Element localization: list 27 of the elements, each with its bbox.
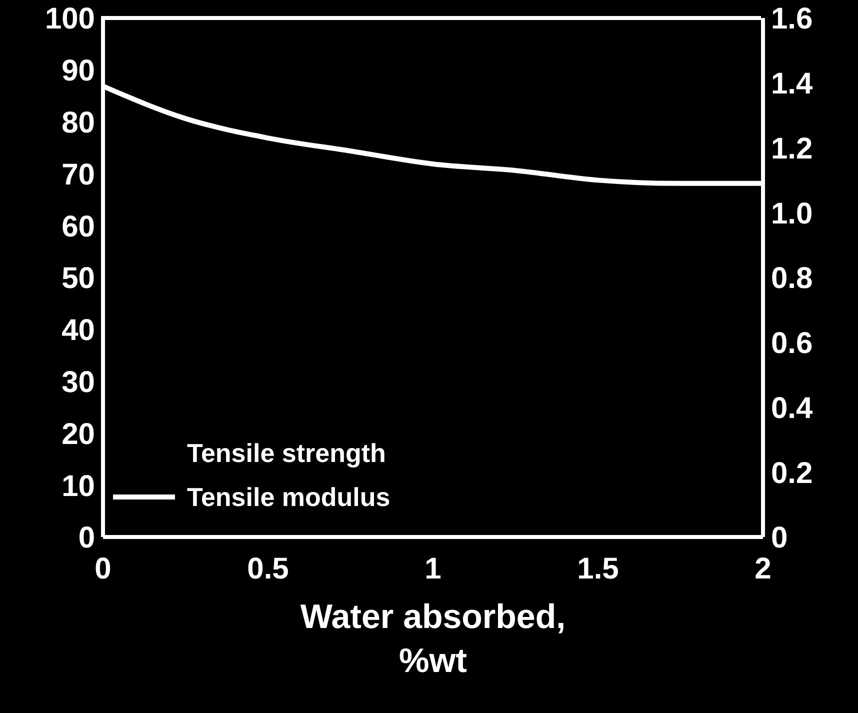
y2-tick-label: 1.2	[771, 132, 813, 166]
legend-label: Tensile modulus	[187, 482, 390, 512]
y2-tick-label: 0.6	[771, 327, 813, 360]
y2-tick-label: 1.0	[771, 197, 813, 230]
y-tick-label: 20	[62, 418, 95, 451]
y-tick-label: 50	[62, 262, 95, 296]
x-axis-title: Water absorbed, %wt	[299, 597, 567, 682]
y2-tick-label: 0	[771, 522, 788, 555]
y-tick-label: 90	[62, 54, 95, 88]
y-tick-label: 0	[78, 522, 95, 555]
y2-tick-label: 1.4	[771, 68, 814, 101]
x-tick-label: 1.5	[577, 552, 619, 586]
y2-tick-label: 0.8	[771, 262, 813, 296]
y-tick-label: 40	[62, 314, 95, 348]
y2-tick-label: 0.2	[771, 456, 813, 490]
y-tick-label: 10	[62, 470, 95, 503]
y2-tick-label: 0.4	[771, 392, 814, 425]
y-tick-label: 100	[44, 2, 95, 36]
y-tick-label: 70	[62, 158, 95, 192]
y-tick-label: 60	[62, 210, 95, 244]
y-tick-label: 30	[62, 366, 95, 399]
x-tick-label: 1	[424, 552, 442, 586]
y-tick-label: 80	[62, 106, 95, 140]
x-tick-label: 0.5	[247, 552, 289, 586]
y2-tick-label: 1.6	[771, 2, 813, 36]
text: Tensile strength	[187, 438, 386, 468]
x-tick-label: 2	[754, 552, 772, 586]
